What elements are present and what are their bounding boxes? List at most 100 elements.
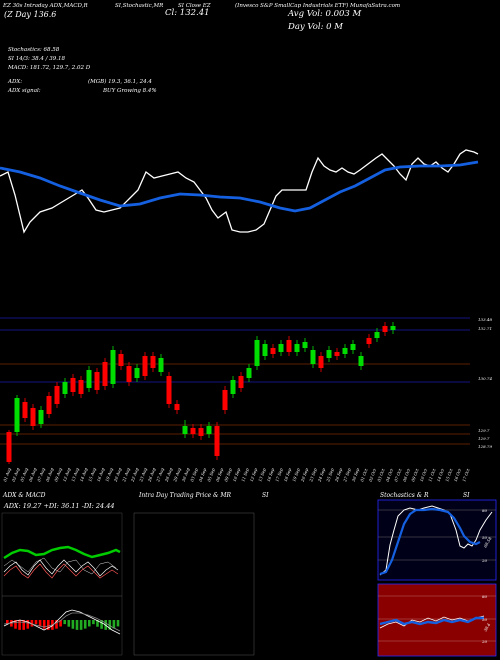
- x-tick-label: 23 Sep: [308, 467, 318, 483]
- x-tick-label: 21 Aug: [121, 467, 131, 484]
- macd-bar: [22, 620, 25, 630]
- x-tick-label: 08 Aug: [45, 467, 55, 483]
- level-label-3: 129.7: [478, 428, 490, 433]
- macd-bar: [79, 620, 83, 630]
- candle-body: [78, 380, 84, 394]
- candle-body: [310, 350, 316, 364]
- day-value: 136.6: [33, 10, 57, 19]
- si-readout: SI 14/3: 38.4 / 39.18: [8, 56, 65, 62]
- macd-bar: [55, 620, 58, 629]
- candle-body: [30, 408, 36, 426]
- adx-di-white: [3, 559, 119, 577]
- rsi-value-label: 38.4: [483, 622, 492, 633]
- candle-body: [182, 426, 188, 434]
- candle-body: [6, 432, 12, 462]
- candle-body: [46, 396, 52, 414]
- rsi-label-20: 20: [481, 639, 488, 644]
- macd-bar: [63, 620, 66, 625]
- macd-bar: [14, 620, 17, 629]
- macd-bar: [26, 620, 30, 629]
- candle-body: [278, 344, 284, 352]
- candle-body: [142, 356, 148, 376]
- x-tick-label: 06 Aug: [28, 467, 38, 483]
- candle-body: [126, 366, 132, 382]
- x-tick-label: 04 Oct: [385, 468, 394, 483]
- x-tick-label: 23 Aug: [138, 467, 148, 484]
- candle-body: [198, 428, 204, 436]
- x-tick-label: 09 Aug: [53, 467, 63, 483]
- macd-signal-line: [3, 612, 121, 632]
- candle-body: [254, 340, 260, 366]
- x-tick-label: 30 Sep: [351, 467, 361, 482]
- x-tick-label: 18 Sep: [283, 467, 293, 482]
- x-tick-label: 28 Aug: [163, 467, 173, 484]
- candle-body: [222, 390, 228, 410]
- candle-body: [342, 348, 348, 354]
- stoch-label-80: 80: [482, 508, 488, 513]
- candle-body: [214, 426, 220, 456]
- x-tick-label: 01 Oct: [359, 468, 368, 483]
- macd-bar: [34, 620, 38, 625]
- macd-readout: MACD: 181.72, 129.7, 2.02 D: [8, 65, 91, 71]
- intraday-panel-si: SI: [262, 492, 269, 499]
- adx-panel-title: ADX & MACD: [3, 492, 46, 499]
- candle-body: [62, 382, 68, 394]
- x-tick-label: 19 Sep: [291, 467, 301, 482]
- x-tick-label: 13 Aug: [70, 467, 80, 483]
- adx-di-white2: [3, 557, 117, 575]
- x-tick-label: 11 Sep: [240, 467, 250, 482]
- macd-bar: [71, 620, 75, 629]
- candle-body: [54, 386, 60, 404]
- candle-body: [262, 344, 268, 356]
- x-tick-label: 03 Oct: [376, 468, 385, 483]
- x-tick-label: 27 Aug: [155, 467, 165, 484]
- level-label-2: 130.74: [478, 376, 492, 381]
- macd-bar: [42, 620, 46, 629]
- candle-body: [166, 376, 172, 404]
- candle-body: [134, 368, 140, 378]
- macd-bar: [116, 620, 120, 627]
- stoch-panel-si: SI: [463, 492, 470, 499]
- x-tick-label: 03 Sep: [189, 467, 199, 482]
- x-tick-label: 19 Aug: [104, 467, 114, 483]
- x-tick-label: 30 Aug: [181, 467, 191, 483]
- close-label: Cl: 132.41: [165, 8, 210, 18]
- x-tick-label: 20 Aug: [112, 467, 122, 484]
- chart-id: EZ 30s Intraday ADX,MACD,R: [3, 3, 88, 9]
- x-tick-label: 17 Oct: [461, 468, 470, 483]
- x-tick-label: 06 Sep: [215, 467, 225, 482]
- candle-body: [374, 332, 380, 338]
- x-tick-label: 17 Sep: [274, 467, 284, 482]
- x-tick-label: 24 Sep: [316, 467, 326, 483]
- stochastics-readout: Stochastics: 68.58: [8, 47, 60, 53]
- adx-signal-label: ADX signal:: [8, 88, 41, 94]
- x-tick-label: 16 Oct: [453, 468, 462, 483]
- adx-values: (MGB) 19.3, 36.1, 24.4: [88, 79, 152, 85]
- x-tick-label: 07 Aug: [36, 467, 46, 483]
- x-tick-label: 15 Oct: [444, 468, 453, 483]
- macd-bar: [38, 620, 42, 627]
- candle-body: [318, 356, 324, 368]
- candle-body: [230, 380, 236, 394]
- stoch-panel-title: Stochastics & R: [380, 492, 429, 499]
- x-tick-label: 27 Sep: [342, 467, 352, 483]
- x-tick-label: 14 Aug: [79, 467, 89, 483]
- avg-volume: Avg Vol: 0.003 M: [288, 9, 362, 19]
- x-tick-label: 05 Aug: [19, 467, 29, 483]
- candle-body: [158, 358, 164, 372]
- candle-body: [302, 342, 308, 348]
- candle-body: [366, 338, 372, 344]
- x-tick-label: 09 Sep: [223, 467, 233, 482]
- x-tick-label: 26 Aug: [146, 467, 156, 484]
- x-tick-label: 10 Oct: [419, 468, 428, 483]
- x-tick-label: 12 Sep: [249, 467, 259, 482]
- candle-body: [22, 402, 28, 418]
- macd-bar: [67, 620, 71, 627]
- macd-bar: [112, 620, 116, 629]
- macd-bar: [18, 620, 21, 630]
- stoch-label-20: 20: [481, 558, 488, 563]
- candle-body: [294, 344, 300, 352]
- adx-signal: BUY Growing 8.4%: [103, 88, 157, 94]
- candle-body: [70, 378, 76, 392]
